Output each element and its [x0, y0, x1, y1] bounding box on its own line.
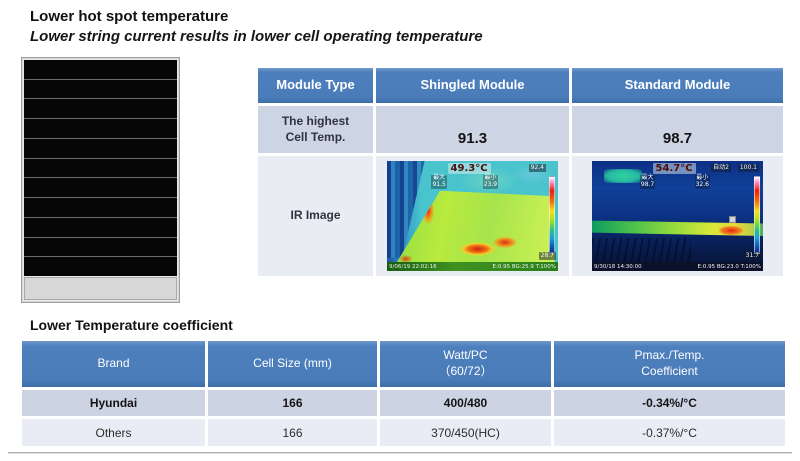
ir-scale-max-badge: 100.1	[737, 164, 759, 173]
ir-scale-max-badge: 92.4	[528, 164, 546, 173]
ir-foreground-structure	[592, 237, 692, 262]
column-header-cell-size: Cell Size (mm)	[208, 341, 377, 387]
brand-cell-hyundai: Hyundai	[22, 390, 205, 416]
page-subtitle: Lower string current results in lower ce…	[30, 28, 483, 45]
temperature-coefficient-table: Brand Cell Size (mm) Watt/PC （60/72） Pma…	[22, 341, 785, 446]
coefficient-hyundai: -0.34%/°C	[554, 390, 785, 416]
cell-size-hyundai: 166	[208, 390, 377, 416]
ir-mode-badge: 自动2	[711, 164, 731, 173]
page-title: Lower hot spot temperature	[30, 8, 229, 25]
ir-thermal-image-standard: 54.7°C 自动2 100.1 最大 98.7 最小 32.6 31.7 9/…	[592, 161, 763, 271]
ir-main-temp-readout: 54.7°C	[652, 163, 696, 174]
ir-max-label: 最大 98.7	[639, 174, 656, 190]
ir-cursor-marker	[728, 216, 736, 223]
ir-scale-min-badge: 28.7	[538, 251, 556, 260]
column-header-pmax-coefficient: Pmax./Temp. Coefficient	[554, 341, 785, 387]
ir-meta: E:0.95 BG:23.0 T:100%	[697, 263, 761, 270]
watt-hyundai: 400/480	[380, 390, 551, 416]
ir-meta: E:0.95 BG:25.9 T:100%	[492, 263, 556, 270]
ir-color-scale-bar	[754, 176, 760, 254]
cell-size-others: 166	[208, 419, 377, 446]
column-header-brand: Brand	[22, 341, 205, 387]
module-frame-bottom	[24, 277, 177, 300]
coefficient-others: -0.37%/°C	[554, 419, 785, 446]
row-label-highest-cell-temp: The highest Cell Temp.	[258, 106, 373, 153]
section-title-temperature-coefficient: Lower Temperature coefficient	[30, 317, 233, 333]
ir-timestamp: 9/30/18 14:30:00	[594, 263, 642, 270]
watt-others: 370/450(HC)	[380, 419, 551, 446]
ir-status-bar: 9/30/18 14:30:00 E:0.95 BG:23.0 T:100%	[592, 262, 763, 271]
ir-image-cell-shingled: 49.3°C 92.4 最大 91.5 最小 23.9 28.7 9/06/19…	[376, 156, 569, 276]
ir-image-cell-standard: 54.7°C 自动2 100.1 最大 98.7 最小 32.6 31.7 9/…	[572, 156, 783, 276]
ir-scale-min-badge: 31.7	[743, 251, 761, 260]
ir-timestamp: 9/06/19 22:02:16	[389, 263, 437, 270]
row-label-ir-image: IR Image	[258, 156, 373, 276]
ir-status-bar: 9/06/19 22:02:16 E:0.95 BG:25.9 T:100%	[387, 262, 558, 271]
ir-max-label: 最大 91.5	[431, 174, 447, 190]
ir-main-temp-readout: 49.3°C	[447, 163, 491, 174]
ir-warm-blob	[603, 168, 642, 183]
shingled-module-image	[21, 57, 180, 303]
ir-min-label: 最小 23.9	[482, 174, 499, 190]
brand-cell-others: Others	[22, 419, 205, 446]
column-header-shingled: Shingled Module	[376, 68, 569, 103]
ir-thermal-image-shingled: 49.3°C 92.4 最大 91.5 最小 23.9 28.7 9/06/19…	[387, 161, 558, 271]
ir-color-scale-bar	[549, 176, 555, 254]
ir-hotspot	[718, 225, 743, 235]
column-header-module-type: Module Type	[258, 68, 373, 103]
column-header-standard: Standard Module	[572, 68, 783, 103]
module-cell-strips	[24, 60, 177, 277]
ir-min-label: 最小 32.6	[694, 174, 710, 190]
footer-divider-line	[8, 452, 792, 454]
module-comparison-table: Module Type Shingled Module Standard Mod…	[258, 68, 783, 276]
shingled-temp-value: 91.3	[376, 106, 569, 153]
column-header-watt: Watt/PC （60/72）	[380, 341, 551, 387]
standard-temp-value: 98.7	[572, 106, 783, 153]
